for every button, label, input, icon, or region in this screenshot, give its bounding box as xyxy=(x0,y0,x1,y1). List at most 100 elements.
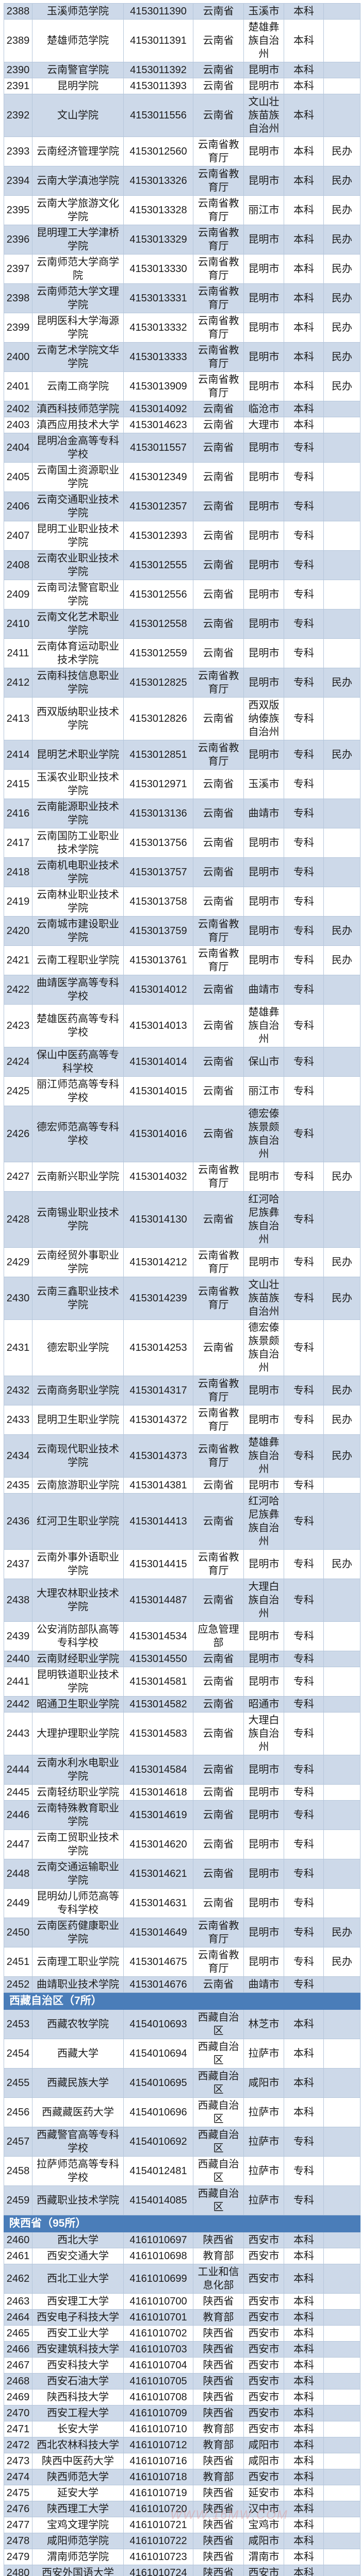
table-row: 2457 西藏警官高等专科学校 4154010692 西藏自治区 拉萨市 专科 xyxy=(4,2127,360,2157)
cell-city: 昆明市 xyxy=(243,1784,284,1801)
cell-seq: 2437 xyxy=(4,1549,32,1579)
cell-name: 西藏农牧学院 xyxy=(32,2009,124,2039)
cell-code: 4161010698 xyxy=(123,2248,193,2264)
cell-dept: 陕西省 xyxy=(193,2565,244,2576)
cell-seq: 2442 xyxy=(4,1696,32,1713)
cell-name: 西北工业大学 xyxy=(32,2264,124,2294)
cell-seq: 2451 xyxy=(4,1947,32,1977)
table-row: 2392 文山学院 4153011556 云南省 文山壮族苗族自治州 本科 xyxy=(4,94,360,137)
cell-code: 4153014675 xyxy=(123,1947,193,1977)
cell-dept: 陕西省 xyxy=(193,2341,244,2358)
cell-dept: 陕西省 xyxy=(193,2389,244,2405)
table-row: 2447 云南工贸职业技术学院 4153014620 云南省 昆明市 专科 xyxy=(4,1829,360,1859)
cell-remark xyxy=(323,433,360,463)
cell-level: 本科 xyxy=(284,2533,324,2549)
cell-remark: 民办 xyxy=(323,225,360,255)
cell-code: 4161010704 xyxy=(123,2357,193,2374)
cell-dept: 教育部 xyxy=(193,2309,244,2326)
cell-code: 4153014372 xyxy=(123,1405,193,1435)
cell-code: 4153014239 xyxy=(123,1277,193,1320)
cell-level: 专科 xyxy=(284,2156,324,2186)
cell-seq: 2461 xyxy=(4,2248,32,2264)
cell-level: 专科 xyxy=(284,1947,324,1977)
cell-dept: 陕西省 xyxy=(193,2232,244,2248)
cell-city: 楚雄彝族自治州 xyxy=(243,1004,284,1047)
cell-city: 昆明市 xyxy=(243,137,284,166)
cell-level: 专科 xyxy=(284,1888,324,1918)
cell-city: 昆明市 xyxy=(243,638,284,668)
table-row: 2436 红河卫生职业学院 4153014413 云南省 红河哈尼族彝族自治州 专科 xyxy=(4,1493,360,1550)
table-row: 2399 昆明医科大学海源学院 4153013332 云南省教育厅 昆明市 本科 民办 xyxy=(4,313,360,343)
cell-dept: 云南省教育厅 xyxy=(193,1277,244,1320)
cell-dept: 云南省 xyxy=(193,1829,244,1859)
cell-name: 云南国防工业职业技术学院 xyxy=(32,828,124,858)
cell-city: 拉萨市 xyxy=(243,2127,284,2157)
cell-dept: 陕西省 xyxy=(193,2533,244,2549)
cell-level: 本科 xyxy=(284,94,324,137)
cell-dept: 云南省 xyxy=(193,887,244,917)
cell-seq: 2436 xyxy=(4,1493,32,1550)
cell-code: 4153014092 xyxy=(123,401,193,417)
university-table-body: 2388 玉溪师范学院 4153011390 云南省 玉溪市 本科 2389 楚雄师范学院 41… xyxy=(4,3,360,2576)
cell-remark xyxy=(323,887,360,917)
cell-code: 4153011391 xyxy=(123,19,193,62)
cell-code: 4161010723 xyxy=(123,2549,193,2565)
table-row: 2475 延安大学 4161010719 陕西省 延安市 本科 xyxy=(4,2485,360,2501)
table-row: 2401 云南工商学院 4153013909 云南省教育厅 昆明市 本科 民办 xyxy=(4,371,360,401)
cell-remark xyxy=(323,2469,360,2485)
cell-dept: 云南省 xyxy=(193,19,244,62)
cell-seq: 2409 xyxy=(4,580,32,609)
cell-seq: 2467 xyxy=(4,2357,32,2374)
cell-code: 4153014621 xyxy=(123,1859,193,1889)
cell-remark: 民办 xyxy=(323,668,360,698)
cell-code: 4153014381 xyxy=(123,1477,193,1494)
cell-dept: 陕西省 xyxy=(193,2325,244,2342)
cell-name: 云南体育运动职业技术学院 xyxy=(32,638,124,668)
cell-name: 云南外事外语职业学院 xyxy=(32,1549,124,1579)
cell-name: 云南特殊教育职业学院 xyxy=(32,1800,124,1830)
cell-code: 4161010699 xyxy=(123,2264,193,2294)
cell-level: 专科 xyxy=(284,945,324,975)
cell-city: 昆明市 xyxy=(243,1621,284,1651)
cell-dept: 教育部 xyxy=(193,2248,244,2264)
cell-name: 云南能源职业技术学院 xyxy=(32,799,124,828)
cell-seq: 2474 xyxy=(4,2469,32,2485)
cell-city: 昆明市 xyxy=(243,1800,284,1830)
cell-remark xyxy=(323,2373,360,2389)
cell-remark xyxy=(323,1696,360,1713)
cell-code: 4153013332 xyxy=(123,313,193,343)
cell-seq: 2428 xyxy=(4,1191,32,1248)
cell-code: 4161010722 xyxy=(123,2533,193,2549)
cell-level: 专科 xyxy=(284,799,324,828)
cell-remark xyxy=(323,1191,360,1248)
cell-name: 西藏大学 xyxy=(32,2039,124,2069)
cell-seq: 2456 xyxy=(4,2097,32,2127)
cell-level: 专科 xyxy=(284,1755,324,1785)
cell-city: 西安市 xyxy=(243,2389,284,2405)
cell-dept: 西藏自治区 xyxy=(193,2127,244,2157)
cell-name: 德宏职业学院 xyxy=(32,1319,124,1376)
cell-name: 昆明艺术职业学院 xyxy=(32,740,124,770)
cell-seq: 2434 xyxy=(4,1434,32,1478)
cell-seq: 2480 xyxy=(4,2565,32,2576)
cell-dept: 陕西省 xyxy=(193,2373,244,2389)
table-row: 2407 昆明工业职业技术学院 4153012393 云南省 昆明市 专科 xyxy=(4,521,360,551)
cell-dept: 西藏自治区 xyxy=(193,2185,244,2215)
cell-dept: 云南省 xyxy=(193,78,244,94)
cell-dept: 陕西省 xyxy=(193,2517,244,2533)
cell-name: 延安大学 xyxy=(32,2485,124,2501)
table-row: 2471 长安大学 4161010710 教育部 西安市 本科 xyxy=(4,2421,360,2437)
cell-remark: 民办 xyxy=(323,1277,360,1320)
cell-remark xyxy=(323,2068,360,2098)
cell-code: 4161010697 xyxy=(123,2232,193,2248)
cell-city: 西安市 xyxy=(243,2341,284,2358)
cell-city: 昆明市 xyxy=(243,580,284,609)
cell-city: 临沧市 xyxy=(243,401,284,417)
cell-remark: 民办 xyxy=(323,1947,360,1977)
table-row: 2414 昆明艺术职业学院 4153012851 云南省教育厅 昆明市 专科 民办 xyxy=(4,740,360,770)
cell-level: 专科 xyxy=(284,887,324,917)
cell-dept: 云南省教育厅 xyxy=(193,1376,244,1405)
cell-code: 4154012481 xyxy=(123,2156,193,2186)
cell-level: 专科 xyxy=(284,1405,324,1435)
cell-name: 昆明冶金高等专科学校 xyxy=(32,433,124,463)
